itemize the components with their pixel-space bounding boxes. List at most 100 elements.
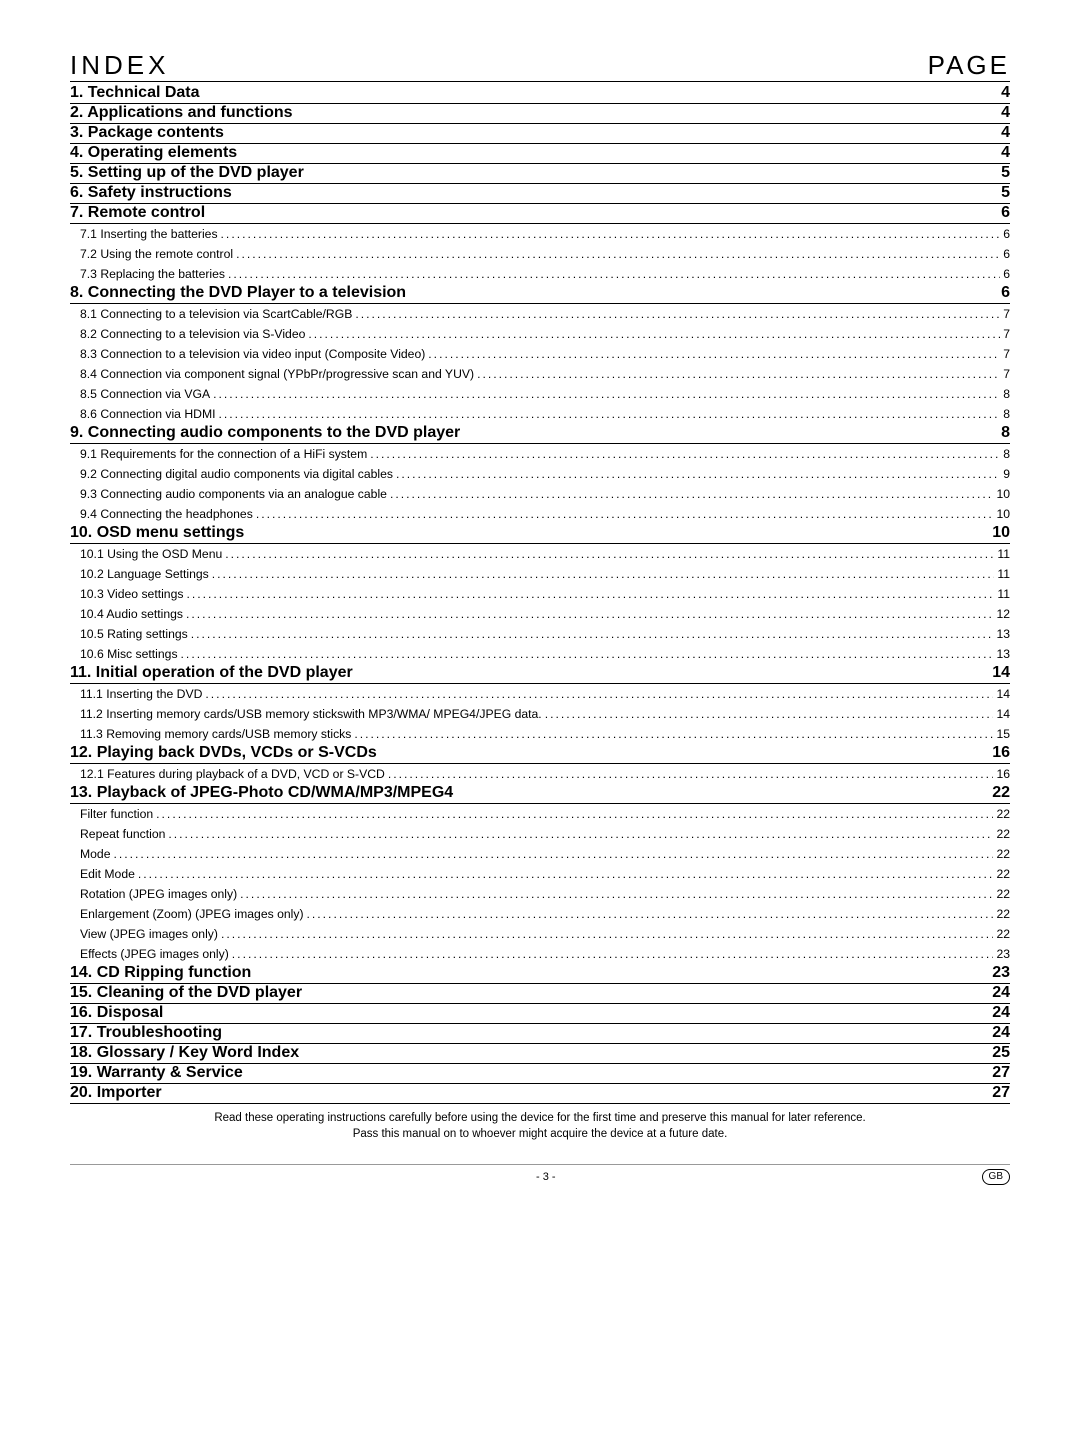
page: INDEX PAGE 1. Technical Data42. Applicat… [0, 0, 1080, 1440]
toc-dots [390, 484, 993, 504]
toc-sub-page: 11 [994, 564, 1010, 584]
toc-section-title: 18. Glossary / Key Word Index [70, 1044, 305, 1062]
toc-sub-label: Effects (JPEG images only) [80, 944, 232, 964]
toc-section-title: 12. Playing back DVDs, VCDs or S-VCDs [70, 744, 383, 762]
toc-sub-page: 10 [993, 504, 1010, 524]
toc-sub-page: 14 [993, 684, 1010, 704]
footer-line: - 3 - GB [70, 1165, 1010, 1185]
toc-sub-label: 10.3 Video settings [80, 584, 186, 604]
toc-section-page: 4 [995, 104, 1010, 122]
toc-dots [396, 464, 1000, 484]
toc-sub-page: 7 [1000, 304, 1010, 324]
toc-sub-label: 8.5 Connection via VGA [80, 384, 213, 404]
header-right: PAGE [928, 50, 1010, 81]
toc-sub-page: 13 [993, 644, 1010, 664]
toc-sub-row: 8.4 Connection via component signal (YPb… [70, 364, 1010, 384]
toc-sub-page: 22 [993, 924, 1010, 944]
toc-sub-row: 8.3 Connection to a television via video… [70, 344, 1010, 364]
toc-sub-page: 11 [994, 584, 1010, 604]
toc-dots [191, 624, 994, 644]
toc-section-row: 1. Technical Data4 [70, 84, 1010, 104]
header-row: INDEX PAGE [70, 50, 1010, 82]
toc-sub-row: 10.5 Rating settings 13 [70, 624, 1010, 644]
toc-sub-label: Edit Mode [80, 864, 138, 884]
toc-section-title: 9. Connecting audio components to the DV… [70, 424, 466, 442]
toc-sub-row: 8.6 Connection via HDMI 8 [70, 404, 1010, 424]
toc-section-title: 11. Initial operation of the DVD player [70, 664, 359, 682]
toc-dots [225, 544, 994, 564]
toc-sub-page: 6 [1000, 224, 1010, 244]
toc-sub-page: 8 [1000, 444, 1010, 464]
toc-dots [138, 864, 994, 884]
table-of-contents: 1. Technical Data42. Applications and fu… [70, 84, 1010, 1104]
toc-sub-label: 10.1 Using the OSD Menu [80, 544, 225, 564]
toc-section-row: 6. Safety instructions5 [70, 184, 1010, 204]
toc-section-page: 22 [986, 784, 1010, 802]
toc-section-row: 9. Connecting audio components to the DV… [70, 424, 1010, 444]
toc-sub-page: 6 [1000, 244, 1010, 264]
toc-sub-label: 7.1 Inserting the batteries [80, 224, 221, 244]
toc-sub-page: 13 [993, 624, 1010, 644]
toc-sub-label: 9.3 Connecting audio components via an a… [80, 484, 390, 504]
toc-sub-row: 11.1 Inserting the DVD 14 [70, 684, 1010, 704]
toc-section-row: 10. OSD menu settings 10 [70, 524, 1010, 544]
toc-dots [236, 244, 1000, 264]
toc-sub-page: 7 [1000, 364, 1010, 384]
toc-sub-row: 10.1 Using the OSD Menu 11 [70, 544, 1010, 564]
toc-section-page: 4 [995, 124, 1010, 142]
toc-section-page: 5 [995, 184, 1010, 202]
toc-sub-label: 9.4 Connecting the headphones [80, 504, 256, 524]
toc-section-row: 15. Cleaning of the DVD player24 [70, 984, 1010, 1004]
toc-sub-row: 11.3 Removing memory cards/USB memory st… [70, 724, 1010, 744]
toc-sub-row: 8.5 Connection via VGA 8 [70, 384, 1010, 404]
toc-section-page: 27 [986, 1064, 1010, 1082]
toc-sub-label: 11.1 Inserting the DVD [80, 684, 205, 704]
toc-section-row: 14. CD Ripping function23 [70, 964, 1010, 984]
toc-section-page: 8 [995, 424, 1010, 442]
toc-sub-label: Rotation (JPEG images only) [80, 884, 240, 904]
toc-sub-label: 8.4 Connection via component signal (YPb… [80, 364, 477, 384]
toc-section-page: 25 [986, 1044, 1010, 1062]
toc-sub-row: 9.2 Connecting digital audio components … [70, 464, 1010, 484]
toc-sub-label: 10.6 Misc settings [80, 644, 181, 664]
footer-right: GB [982, 1169, 1010, 1185]
toc-section-row: 4. Operating elements4 [70, 144, 1010, 164]
toc-dots [218, 404, 1000, 424]
toc-sub-row: Effects (JPEG images only) 23 [70, 944, 1010, 964]
toc-dots [221, 224, 1001, 244]
toc-sub-page: 9 [1000, 464, 1010, 484]
toc-dots [168, 824, 993, 844]
toc-dots [212, 564, 995, 584]
toc-section-title: 8. Connecting the DVD Player to a televi… [70, 284, 412, 302]
toc-dots [370, 444, 1000, 464]
toc-sub-label: Enlargement (Zoom) (JPEG images only) [80, 904, 307, 924]
toc-section-page: 10 [986, 524, 1010, 542]
footnote-line-2: Pass this manual on to whoever might acq… [70, 1126, 1010, 1142]
toc-dots [156, 804, 993, 824]
toc-dots [186, 584, 994, 604]
footnote-line-1: Read these operating instructions carefu… [70, 1110, 1010, 1126]
toc-dots [307, 904, 994, 924]
toc-section-title: 17. Troubleshooting [70, 1024, 228, 1042]
toc-sub-label: 8.2 Connecting to a television via S-Vid… [80, 324, 308, 344]
toc-section-page: 27 [986, 1084, 1010, 1102]
toc-dots [232, 944, 994, 964]
toc-dots [221, 924, 993, 944]
toc-dots [181, 644, 994, 664]
toc-section-title: 10. OSD menu settings [70, 524, 250, 542]
toc-section-title: 14. CD Ripping function [70, 964, 257, 982]
toc-section-title: 4. Operating elements [70, 144, 243, 162]
toc-sub-page: 7 [1000, 344, 1010, 364]
toc-section-page: 16 [986, 744, 1010, 762]
toc-sub-page: 23 [993, 944, 1010, 964]
toc-sub-label: 12.1 Features during playback of a DVD, … [80, 764, 388, 784]
toc-sub-row: 8.2 Connecting to a television via S-Vid… [70, 324, 1010, 344]
toc-sub-row: 12.1 Features during playback of a DVD, … [70, 764, 1010, 784]
toc-sub-label: 9.2 Connecting digital audio components … [80, 464, 396, 484]
toc-section-page: 6 [995, 204, 1010, 222]
toc-section-row: 2. Applications and functions4 [70, 104, 1010, 124]
toc-sub-row: View (JPEG images only) 22 [70, 924, 1010, 944]
toc-section-page: 14 [986, 664, 1010, 682]
toc-section-row: 18. Glossary / Key Word Index 25 [70, 1044, 1010, 1064]
toc-sub-page: 11 [994, 544, 1010, 564]
